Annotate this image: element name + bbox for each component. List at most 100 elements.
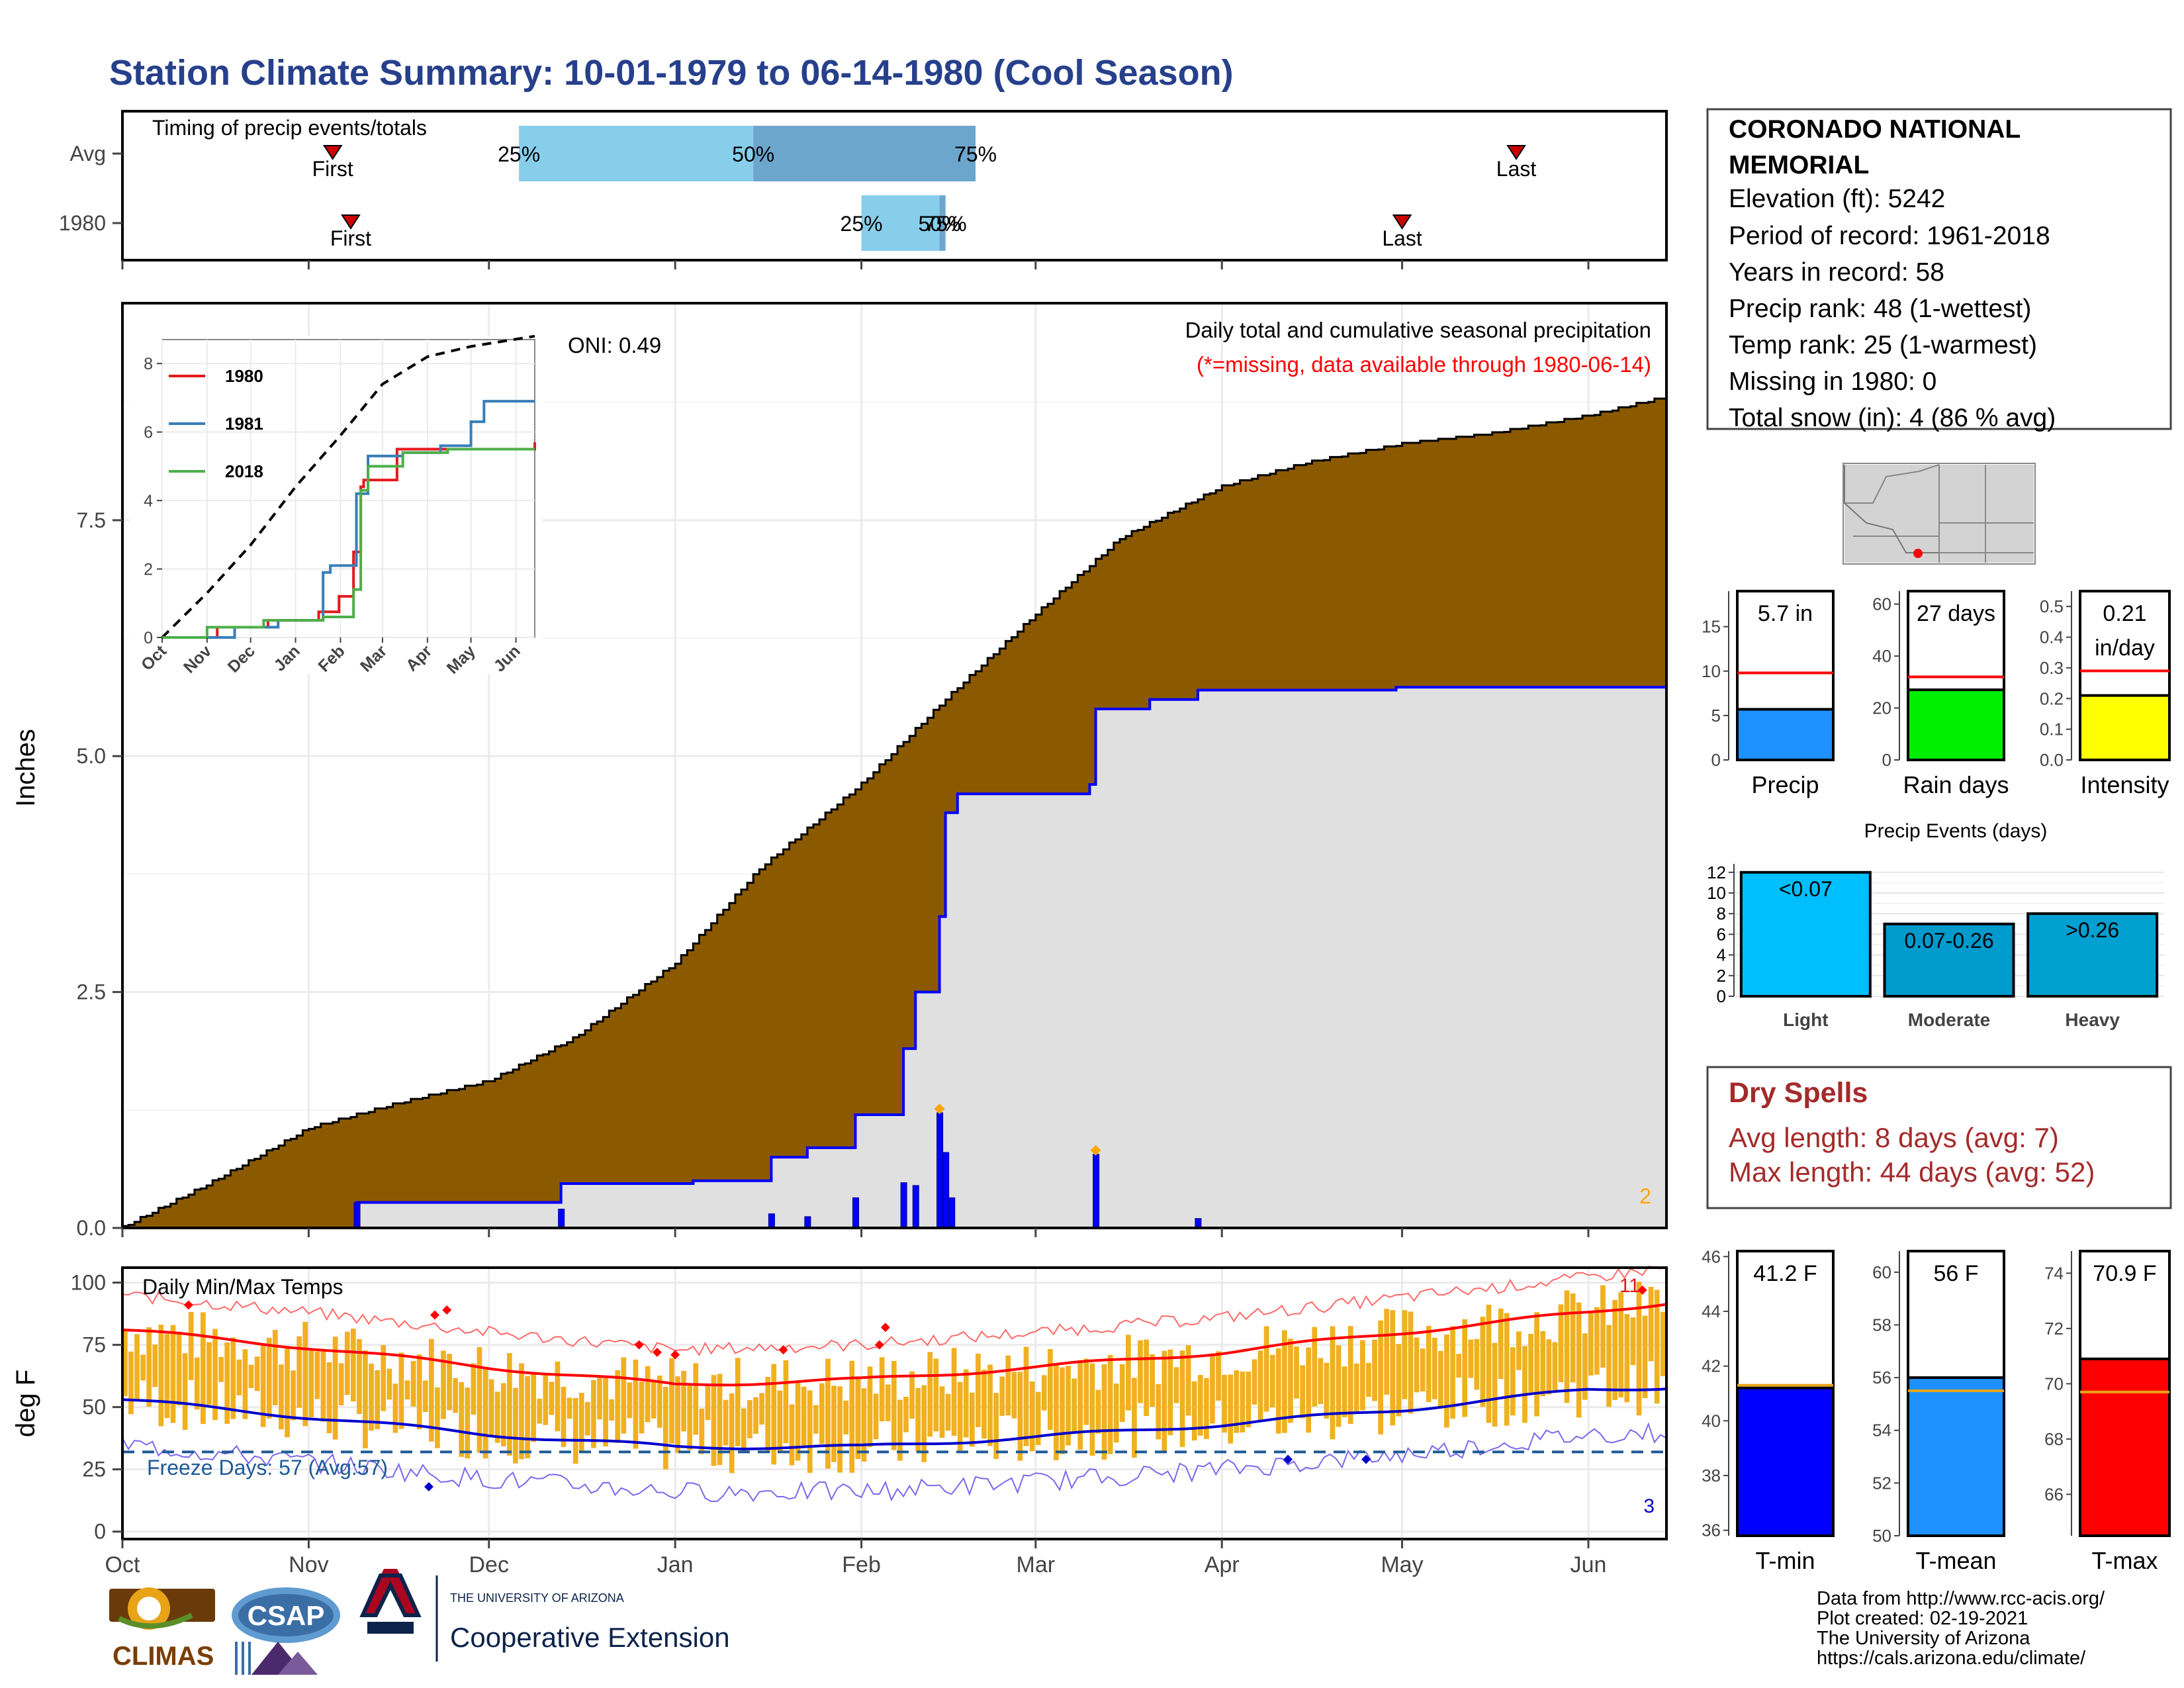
events-bar [1739,870,1872,998]
daily-temp-bar [404,1380,410,1400]
mini-y-tick-label: 40 [1702,1411,1721,1430]
daily-temp-bar [855,1378,861,1460]
daily-temp-bar [1606,1325,1612,1407]
daily-temp-bar [1234,1370,1240,1433]
daily-temp-bar [1360,1340,1365,1411]
daily-temp-bar [1023,1346,1029,1446]
daily-temp-bar [1125,1335,1131,1411]
daily-temp-bar [453,1378,458,1413]
temp-x-tick-label: Apr [1205,1552,1240,1577]
daily-temp-bar [1594,1307,1600,1375]
daily-precip-bar [558,1208,565,1229]
daily-temp-bar [621,1357,627,1434]
timing-row-avg-label: Avg [69,142,106,165]
timing-first-label: First [312,157,353,181]
daily-temp-bar [1306,1347,1312,1433]
daily-temp-bar [1222,1374,1227,1433]
daily-temp-bar [224,1342,230,1424]
mini-y-tick-label: 0.3 [2040,658,2064,678]
locator-map [1843,463,2036,565]
inset-line-2018 [162,447,535,639]
daily-temp-bar [477,1347,482,1453]
daily-precip-bar [936,1112,944,1229]
station-name-line1: CORONADO NATIONAL [1729,115,2021,144]
daily-temp-bar [1618,1292,1624,1398]
timing-p25-label: 25% [498,142,540,166]
mini-value-label: 5.7 in [1758,601,1813,626]
precip-legend-title: Daily total and cumulative seasonal prec… [1185,318,1651,342]
daily-temp-bar [279,1364,284,1430]
events-bar [2026,912,2159,998]
daily-temp-bar [861,1388,867,1462]
inset-line-1981 [162,400,535,639]
daily-precip-bar [912,1185,919,1229]
events-category-label: Heavy [2065,1009,2120,1030]
daily-temp-bar [645,1366,651,1423]
precip-y-axis-label: Inches [11,729,40,807]
daily-temp-bar [1179,1350,1185,1447]
temp-x-tick-label: Jun [1570,1552,1607,1577]
daily-temp-bar [441,1350,446,1419]
events-category-label: Light [1783,1009,1828,1030]
daily-temp-bar [236,1359,242,1395]
mini-category-label: Rain days [1903,771,2009,798]
mini-value-label: 27 days [1917,601,1995,626]
mini-bar [1907,1376,2005,1537]
daily-temp-bar [1312,1327,1318,1407]
daily-temp-bar [1240,1371,1246,1432]
daily-temp-bar [1492,1342,1498,1427]
mini-y-tick-label: 0.0 [2040,750,2064,770]
daily-temp-bar [332,1336,338,1440]
mini-category-label: Intensity [2080,771,2169,798]
mini-y-tick-label: 60 [1872,1262,1891,1282]
csap-logo: CSAP [232,1587,340,1675]
daily-temp-bar [897,1399,903,1461]
daily-temp-bar [519,1363,524,1460]
mini-y-tick-label: 60 [1872,594,1891,614]
climas-logo: CLIMAS [109,1587,215,1671]
temp-x-tick-label: Dec [469,1552,509,1577]
daily-temp-bar [687,1384,693,1450]
events-category-label: Moderate [1908,1009,1990,1030]
daily-temp-bar [152,1344,158,1387]
daily-temp-bar [170,1325,176,1423]
daily-temp-bar [1077,1360,1083,1450]
daily-temp-bar [1576,1302,1582,1418]
daily-temp-bar [1378,1320,1383,1434]
inset-y-tick-label: 4 [144,492,153,510]
daily-temp-bar [188,1312,194,1380]
timing-bar-25-50 [861,195,940,251]
record-high-marker [442,1305,452,1315]
mini_precip-mini-chart: 0 20 40 60 27 days Rain days [1872,590,2009,798]
daily-temp-bar [909,1371,915,1419]
record-high-marker [634,1340,644,1350]
inset-y-tick-label: 8 [144,355,153,373]
daily-temp-bar [435,1387,440,1448]
daily-temp-bar [1228,1374,1234,1444]
freeze-days-label: Freeze Days: 57 (Avg:57) [147,1456,388,1479]
timing-last-marker [1392,214,1412,230]
mini-bar [2079,1357,2171,1537]
inset-y-tick-label: 6 [144,424,153,442]
station-years: Years in record: 58 [1729,258,1944,287]
daily-temp-bar [1510,1347,1516,1416]
daily-temp-bar [1468,1339,1474,1378]
temp-count-high: 11 [1619,1275,1640,1297]
daily-temp-bar [1113,1383,1119,1443]
daily-temp-bar [771,1364,777,1465]
daily-temp-bar [122,1330,128,1397]
daily-temp-bar [494,1391,500,1443]
footer-line1: Data from http://www.rcc-acis.org/ [1817,1588,2105,1609]
daily-temp-bar [1480,1317,1486,1407]
daily-temp-bar [302,1321,308,1427]
csap-logo-text: CSAP [248,1600,325,1631]
mini-category-label: T-max [2091,1547,2158,1574]
mini-y-tick-label: 0 [1711,750,1721,770]
timing-last-label: Last [1382,226,1422,250]
daily-temp-bar [723,1399,729,1446]
daily-temp-bar [1275,1348,1281,1434]
dry-spells-box: Dry Spells Avg length: 8 days (avg: 7) M… [1706,1066,2172,1209]
daily-temp-bar [350,1329,356,1402]
inset-legend-label: 2018 [225,461,263,481]
